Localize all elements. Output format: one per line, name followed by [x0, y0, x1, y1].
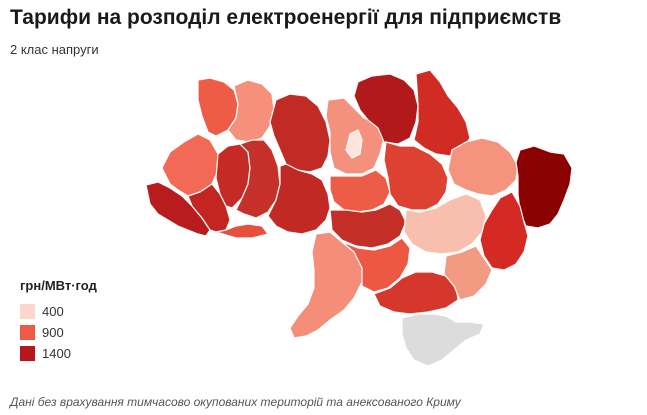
- region-crimea[interactable]: [401, 313, 485, 367]
- region-khmelnytskyi[interactable]: [235, 139, 281, 219]
- region-ivano-frankivsk[interactable]: [187, 183, 231, 233]
- region-kirovohrad[interactable]: [329, 203, 407, 249]
- region-zhytomyr[interactable]: [269, 93, 331, 173]
- region-luhansk[interactable]: [515, 145, 573, 229]
- legend-label: 400: [42, 304, 64, 319]
- legend-label: 900: [42, 325, 64, 340]
- legend-swatch: [20, 325, 35, 340]
- region-kharkiv[interactable]: [447, 137, 519, 197]
- map-svg: [145, 69, 573, 367]
- chart-title: Тарифи на розподіл електроенергії для пі…: [10, 6, 562, 29]
- legend-title: грн/МВт·год: [20, 278, 97, 293]
- footnote: Дані без врахування тимчасово окупованих…: [10, 395, 461, 409]
- legend-swatch: [20, 346, 35, 361]
- region-poltava[interactable]: [383, 141, 449, 211]
- region-dnipropetrovsk[interactable]: [403, 193, 487, 255]
- ukraine-choropleth-map: [140, 60, 600, 380]
- region-cherkasy[interactable]: [329, 169, 391, 213]
- region-zaporizhzhia[interactable]: [443, 245, 493, 301]
- legend-item: 400: [20, 301, 97, 322]
- legend: грн/МВт·год 400 900 1400: [20, 278, 97, 364]
- region-rivne[interactable]: [227, 79, 275, 143]
- region-sumy[interactable]: [413, 69, 471, 157]
- region-mykolaiv[interactable]: [341, 237, 411, 293]
- region-chernivtsi[interactable]: [215, 223, 269, 239]
- legend-label: 1400: [42, 346, 71, 361]
- legend-item: 900: [20, 322, 97, 343]
- region-zakarpattia[interactable]: [145, 181, 211, 237]
- region-chernihiv[interactable]: [353, 73, 419, 145]
- chart-subtitle: 2 клас напруги: [10, 42, 99, 57]
- legend-item: 1400: [20, 343, 97, 364]
- legend-swatch: [20, 304, 35, 319]
- region-vinnytsia[interactable]: [267, 163, 331, 235]
- region-kyiv-city[interactable]: [345, 129, 363, 159]
